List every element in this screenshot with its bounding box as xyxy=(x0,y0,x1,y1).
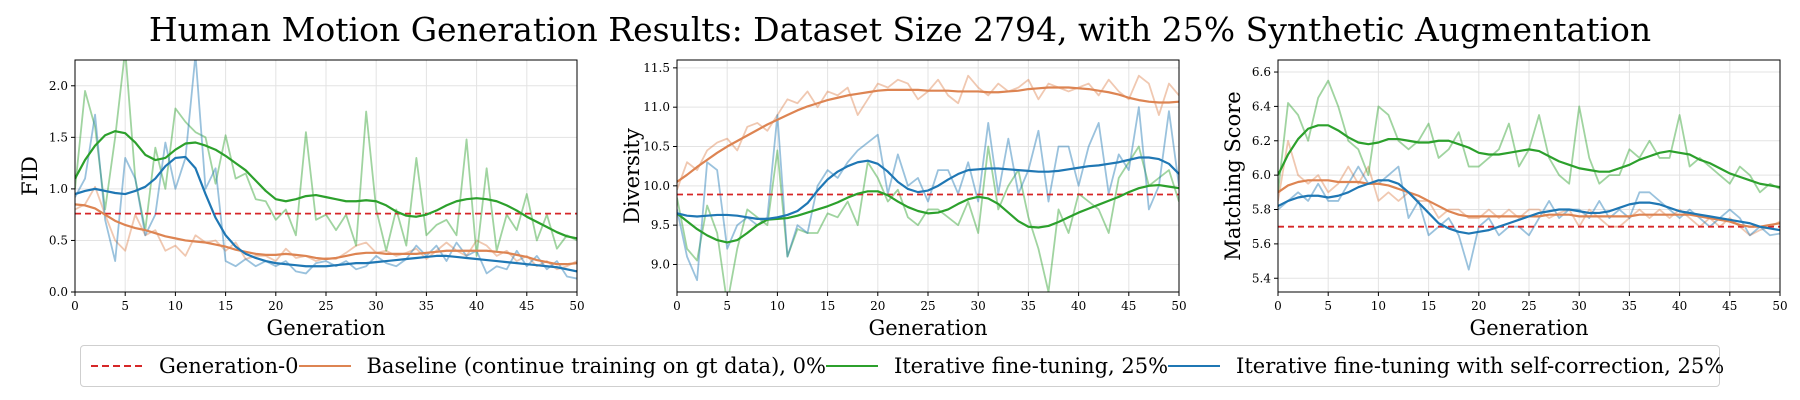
legend-swatch-baseline xyxy=(298,365,351,367)
matching-score-y-axis-label: Matching Score xyxy=(1221,91,1245,260)
matching-score-x-tick-label: 40 xyxy=(1672,299,1687,313)
matching-score-y-tick-label: 6.4 xyxy=(1252,99,1271,113)
diversity-x-tick-label: 45 xyxy=(1121,299,1136,313)
legend-item-baseline: Baseline (continue training on gt data),… xyxy=(298,354,826,378)
legend-swatch-iterative xyxy=(825,365,878,367)
diversity-x-axis-label: Generation xyxy=(868,316,987,340)
fid-baseline-smooth-line xyxy=(75,203,577,266)
diversity-y-tick-label: 9.0 xyxy=(651,257,670,271)
diversity-y-tick-label: 9.5 xyxy=(651,218,670,232)
diversity-iterative-smooth-line xyxy=(677,183,1179,244)
fid-x-tick-label: 35 xyxy=(419,299,434,313)
diversity-x-tick-label: 40 xyxy=(1071,299,1086,313)
fid-y-tick-label: 1.5 xyxy=(49,130,68,144)
fid-x-axis-label: Generation xyxy=(266,316,385,340)
fid-x-tick-label: 40 xyxy=(469,299,484,313)
fid-series xyxy=(75,60,577,280)
diversity-panel: 0 5 10 15 20 25 30 35 40 45 50 9.0 9.5 10.0 10.5 11.0 11… xyxy=(620,59,1187,340)
legend-swatch-generation0 xyxy=(91,365,143,367)
matching-score-panel: 0 5 10 15 20 25 30 35 40 45 50 5.4 5.6 5.8 6.0 6.2 6.4 6.… xyxy=(1221,59,1788,340)
fid-x-tick-label: 50 xyxy=(569,299,584,313)
fid-self-correction-raw-line xyxy=(75,60,577,280)
diversity-y-tick-label: 10.5 xyxy=(643,140,670,154)
fid-x-tick-label: 10 xyxy=(168,299,183,313)
fid-x-tick-label: 0 xyxy=(71,299,79,313)
matching-score-baseline-raw-line xyxy=(1278,139,1780,237)
matching-score-x-tick-label: 35 xyxy=(1622,299,1637,313)
matching-score-series xyxy=(1278,79,1780,271)
diversity-x-tick-label: 50 xyxy=(1171,299,1186,313)
diversity-baseline-smooth-line xyxy=(677,86,1179,183)
fid-y-tick-label: 1.0 xyxy=(49,182,68,196)
matching-score-iterative-smooth-line xyxy=(1278,124,1780,189)
diversity-x-tick-label: 35 xyxy=(1021,299,1036,313)
fid-y-tick-label: 2.0 xyxy=(49,79,68,93)
matching-score-x-tick-label: 50 xyxy=(1772,299,1787,313)
diversity-x-tick-label: 20 xyxy=(870,299,885,313)
legend: Generation-0 Baseline (continue training… xyxy=(80,345,1724,387)
fid-self-correction-smooth-line xyxy=(75,155,577,273)
diversity-x-tick-label: 0 xyxy=(673,299,681,313)
diversity-x-tick-label: 10 xyxy=(770,299,785,313)
fid-x-tick-label: 15 xyxy=(218,299,233,313)
diversity-x-tick-label: 5 xyxy=(723,299,731,313)
diversity-y-tick-label: 10.0 xyxy=(643,179,670,193)
legend-item-iterative: Iterative fine-tuning, 25% xyxy=(825,354,1169,378)
matching-score-x-tick-label: 25 xyxy=(1521,299,1536,313)
matching-score-y-tick-label: 6.6 xyxy=(1252,65,1271,79)
diversity-x-tick-label: 15 xyxy=(820,299,835,313)
matching-score-x-tick-label: 5 xyxy=(1324,299,1332,313)
matching-score-x-tick-label: 20 xyxy=(1471,299,1486,313)
fid-x-tick-label: 20 xyxy=(268,299,283,313)
fid-y-tick-label: 0.0 xyxy=(49,285,68,299)
diversity-x-tick-label: 25 xyxy=(920,299,935,313)
legend-item-self-correction: Iterative fine-tuning with self-correcti… xyxy=(1168,354,1724,378)
legend-label-self-correction: Iterative fine-tuning with self-correcti… xyxy=(1236,354,1725,378)
legend-label-baseline: Baseline (continue training on gt data),… xyxy=(366,354,826,378)
matching-score-x-tick-label: 15 xyxy=(1421,299,1436,313)
matching-score-y-tick-label: 5.6 xyxy=(1252,237,1271,251)
matching-score-x-tick-label: 45 xyxy=(1722,299,1737,313)
fid-y-axis-label: FID xyxy=(18,156,42,196)
legend-label-generation0: Generation-0 xyxy=(159,354,299,378)
matching-score-y-tick-label: 6.0 xyxy=(1252,168,1271,182)
diversity-series xyxy=(677,74,1179,292)
matching-score-x-tick-label: 10 xyxy=(1371,299,1386,313)
legend-label-iterative: Iterative fine-tuning, 25% xyxy=(893,354,1169,378)
figure-title: Human Motion Generation Results: Dataset… xyxy=(148,10,1652,49)
diversity-y-tick-label: 11.0 xyxy=(643,100,670,114)
fid-x-tick-label: 25 xyxy=(318,299,333,313)
matching-score-y-tick-label: 5.4 xyxy=(1252,271,1271,285)
diversity-y-axis-label: Diversity xyxy=(620,128,644,224)
fid-x-tick-label: 45 xyxy=(519,299,534,313)
legend-swatch-self-correction xyxy=(1168,365,1221,367)
diversity-self-correction-smooth-line xyxy=(677,156,1179,220)
fid-x-tick-label: 5 xyxy=(121,299,129,313)
matching-score-x-tick-label: 30 xyxy=(1572,299,1587,313)
fid-x-tick-label: 30 xyxy=(369,299,384,313)
matching-score-x-tick-label: 0 xyxy=(1274,299,1282,313)
fid-iterative-smooth-line xyxy=(75,130,577,240)
matching-score-y-tick-label: 5.8 xyxy=(1252,203,1271,217)
matching-score-self-correction-smooth-line xyxy=(1278,179,1780,235)
matching-score-y-tick-label: 6.2 xyxy=(1252,134,1271,148)
fid-iterative-raw-line xyxy=(75,60,577,257)
diversity-y-tick-label: 11.5 xyxy=(643,61,670,75)
legend-item-generation0: Generation-0 xyxy=(91,354,299,378)
fid-y-tick-label: 0.5 xyxy=(49,233,68,247)
matching-score-x-axis-label: Generation xyxy=(1469,316,1588,340)
diversity-x-tick-label: 30 xyxy=(971,299,986,313)
fid-panel: 0 5 10 15 20 25 30 35 40 45 50 0.0 0.5 1.0 1.5 2.0 Gener… xyxy=(18,59,585,340)
